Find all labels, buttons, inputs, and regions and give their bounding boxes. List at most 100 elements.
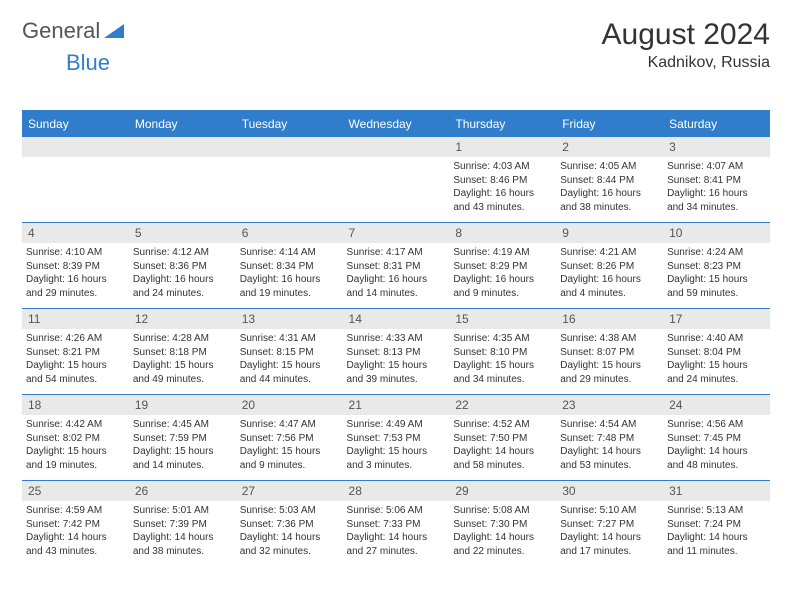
day-detail-cell: Sunrise: 4:17 AMSunset: 8:31 PMDaylight:…: [343, 243, 450, 309]
daylight-line: Daylight: 15 hours and 3 minutes.: [347, 445, 446, 472]
day-header: Friday: [556, 112, 663, 137]
sunrise-line: Sunrise: 4:45 AM: [133, 418, 232, 432]
calendar-table: Sunday Monday Tuesday Wednesday Thursday…: [22, 112, 770, 566]
day-number-cell: 25: [22, 481, 129, 502]
daylight-line: Daylight: 15 hours and 44 minutes.: [240, 359, 339, 386]
daylight-line: Daylight: 15 hours and 39 minutes.: [347, 359, 446, 386]
day-detail-cell: Sunrise: 4:42 AMSunset: 8:02 PMDaylight:…: [22, 415, 129, 481]
sunrise-line: Sunrise: 4:59 AM: [26, 504, 125, 518]
sunrise-line: Sunrise: 5:13 AM: [667, 504, 766, 518]
month-title: August 2024: [602, 18, 770, 52]
sunrise-line: Sunrise: 4:07 AM: [667, 160, 766, 174]
sunset-line: Sunset: 8:15 PM: [240, 346, 339, 360]
detail-row: Sunrise: 4:26 AMSunset: 8:21 PM Daylight:…: [22, 329, 770, 395]
day-number-cell: 28: [343, 481, 450, 502]
day-detail-cell: Sunrise: 4:49 AMSunset: 7:53 PMDaylight:…: [343, 415, 450, 481]
day-detail-cell: Sunrise: 5:06 AMSunset: 7:33 PMDaylight:…: [343, 501, 450, 566]
day-number-cell: 20: [236, 395, 343, 416]
day-detail-cell: [22, 157, 129, 223]
day-header: Tuesday: [236, 112, 343, 137]
sunset-line: Sunset: 8:10 PM: [453, 346, 552, 360]
day-number-cell: 15: [449, 309, 556, 330]
day-detail-cell: Sunrise: 4:47 AMSunset: 7:56 PMDaylight:…: [236, 415, 343, 481]
sunrise-line: Sunrise: 4:56 AM: [667, 418, 766, 432]
day-detail-cell: Sunrise: 5:10 AMSunset: 7:27 PMDaylight:…: [556, 501, 663, 566]
sunset-line: Sunset: 7:42 PM: [26, 518, 125, 532]
daylight-line: Daylight: 16 hours and 9 minutes.: [453, 273, 552, 300]
sunset-line: Sunset: 8:44 PM: [560, 174, 659, 188]
sunset-line: Sunset: 7:36 PM: [240, 518, 339, 532]
daylight-line: Daylight: 16 hours and 38 minutes.: [560, 187, 659, 214]
sunset-line: Sunset: 7:59 PM: [133, 432, 232, 446]
sunset-line: Sunset: 7:27 PM: [560, 518, 659, 532]
daynum-row: 123: [22, 137, 770, 158]
day-number-cell: 19: [129, 395, 236, 416]
sunrise-line: Sunrise: 5:10 AM: [560, 504, 659, 518]
day-detail-cell: Sunrise: 4:54 AMSunset: 7:48 PMDaylight:…: [556, 415, 663, 481]
sunset-line: Sunset: 7:39 PM: [133, 518, 232, 532]
daynum-row: 45678910: [22, 223, 770, 244]
day-number-cell: 7: [343, 223, 450, 244]
sunrise-line: Sunrise: 4:35 AM: [453, 332, 552, 346]
sunset-line: Sunset: 7:33 PM: [347, 518, 446, 532]
sunrise-line: Sunrise: 4:14 AM: [240, 246, 339, 260]
day-number-cell: 4: [22, 223, 129, 244]
daylight-line: Daylight: 14 hours and 27 minutes.: [347, 531, 446, 558]
day-detail-cell: Sunrise: 4:19 AMSunset: 8:29 PMDaylight:…: [449, 243, 556, 309]
day-header: Sunday: [22, 112, 129, 137]
day-detail-cell: Sunrise: 4:21 AMSunset: 8:26 PMDaylight:…: [556, 243, 663, 309]
daylight-line: Daylight: 15 hours and 9 minutes.: [240, 445, 339, 472]
sunset-line: Sunset: 8:02 PM: [26, 432, 125, 446]
detail-row: Sunrise: 4:03 AMSunset: 8:46 PMDaylight:…: [22, 157, 770, 223]
sunset-line: Sunset: 7:30 PM: [453, 518, 552, 532]
daylight-line: Daylight: 14 hours and 48 minutes.: [667, 445, 766, 472]
sunset-line: Sunset: 8:07 PM: [560, 346, 659, 360]
sunrise-line: Sunrise: 4:38 AM: [560, 332, 659, 346]
sunset-line: Sunset: 8:26 PM: [560, 260, 659, 274]
daynum-row: 18192021222324: [22, 395, 770, 416]
sunrise-line: Sunrise: 4:47 AM: [240, 418, 339, 432]
day-header: Saturday: [663, 112, 770, 137]
day-detail-cell: Sunrise: 4:31 AMSunset: 8:15 PMDaylight:…: [236, 329, 343, 395]
day-detail-cell: Sunrise: 4:03 AMSunset: 8:46 PMDaylight:…: [449, 157, 556, 223]
sunrise-line: Sunrise: 4:19 AM: [453, 246, 552, 260]
day-number-cell: [343, 137, 450, 158]
sunset-line: Sunset: 8:31 PM: [347, 260, 446, 274]
daylight-line: Daylight: 16 hours and 14 minutes.: [347, 273, 446, 300]
day-number-cell: 9: [556, 223, 663, 244]
sunset-line: Sunset: 8:21 PM: [26, 346, 125, 360]
day-detail-cell: Sunrise: 4:05 AMSunset: 8:44 PMDaylight:…: [556, 157, 663, 223]
daylight-line: Daylight: 14 hours and 43 minutes.: [26, 531, 125, 558]
daylight-line: Daylight: 15 hours and 24 minutes.: [667, 359, 766, 386]
day-detail-cell: Sunrise: 5:13 AMSunset: 7:24 PMDaylight:…: [663, 501, 770, 566]
sunset-line: Sunset: 7:24 PM: [667, 518, 766, 532]
sunrise-line: Sunrise: 4:03 AM: [453, 160, 552, 174]
day-detail-cell: [236, 157, 343, 223]
day-detail-cell: Sunrise: 5:08 AMSunset: 7:30 PMDaylight:…: [449, 501, 556, 566]
logo-word2: Blue: [66, 50, 110, 75]
day-number-cell: 8: [449, 223, 556, 244]
day-detail-cell: [343, 157, 450, 223]
day-number-cell: 23: [556, 395, 663, 416]
daylight-line: Daylight: 15 hours and 29 minutes.: [560, 359, 659, 386]
daylight-line: Daylight: 15 hours and 59 minutes.: [667, 273, 766, 300]
day-number-cell: 5: [129, 223, 236, 244]
sunset-line: Sunset: 8:39 PM: [26, 260, 125, 274]
sunrise-line: Sunrise: 4:28 AM: [133, 332, 232, 346]
daylight-line: Daylight: 14 hours and 22 minutes.: [453, 531, 552, 558]
daynum-row: 25262728293031: [22, 481, 770, 502]
sunrise-line: Sunrise: 4:24 AM: [667, 246, 766, 260]
sunset-line: Sunset: 8:29 PM: [453, 260, 552, 274]
daylight-line: Daylight: 16 hours and 24 minutes.: [133, 273, 232, 300]
daylight-line: Daylight: 16 hours and 29 minutes.: [26, 273, 125, 300]
sunset-line: Sunset: 8:23 PM: [667, 260, 766, 274]
sunrise-line: Sunrise: 4:17 AM: [347, 246, 446, 260]
sunrise-line: Sunrise: 4:40 AM: [667, 332, 766, 346]
day-detail-cell: Sunrise: 5:01 AMSunset: 7:39 PMDaylight:…: [129, 501, 236, 566]
day-number-cell: 10: [663, 223, 770, 244]
sunrise-line: Sunrise: 4:12 AM: [133, 246, 232, 260]
sunrise-line: Sunrise: 4:26 AM: [26, 332, 125, 346]
sunset-line: Sunset: 7:45 PM: [667, 432, 766, 446]
day-detail-cell: Sunrise: 4:26 AMSunset: 8:21 PMDaylight:…: [22, 329, 129, 395]
daynum-row: 11121314151617: [22, 309, 770, 330]
